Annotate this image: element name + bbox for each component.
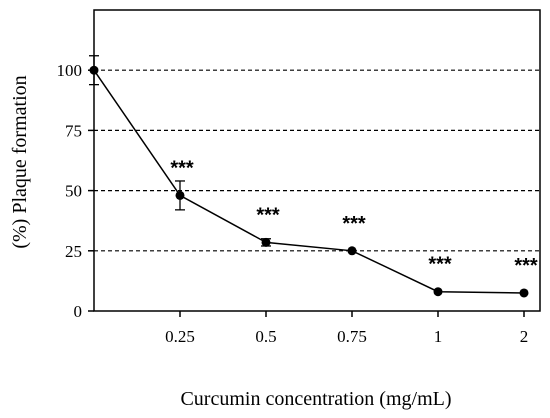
x-axis-title: Curcumin concentration (mg/mL): [180, 388, 451, 410]
data-point: [261, 237, 271, 247]
significance-label: ***: [514, 255, 538, 277]
data-point: [519, 288, 529, 298]
y-tick-label: 100: [57, 61, 83, 80]
series-curcumin: [89, 55, 529, 298]
significance-label: ***: [256, 204, 280, 226]
x-tick-label: 0.75: [337, 327, 367, 346]
data-point: [347, 246, 357, 256]
x-tick-label: 1: [434, 327, 443, 346]
y-tick-label: 0: [74, 302, 83, 321]
y-tick-label: 75: [65, 121, 82, 140]
x-tick-label: 0.25: [165, 327, 195, 346]
data-point: [89, 65, 99, 75]
data-point: [433, 287, 443, 297]
significance-label: ***: [428, 254, 452, 276]
x-tick-label: 2: [520, 327, 529, 346]
x-tick-label: 0.5: [255, 327, 276, 346]
significance-label: ***: [342, 213, 366, 235]
gridlines: [94, 69, 540, 252]
y-tick-label: 25: [65, 242, 82, 261]
y-axis-title: (%) Plaque formation: [9, 75, 31, 248]
plot-frame: [93, 9, 541, 312]
data-point: [175, 190, 185, 200]
series-line: [93, 69, 525, 294]
significance-label: ***: [170, 157, 194, 179]
labels: *** *** *** *** ***: [170, 157, 538, 277]
y-tick-label: 50: [65, 182, 82, 201]
axes: 0 25 50 75 100 0.25 0.5 0.75 1 2: [57, 9, 541, 346]
